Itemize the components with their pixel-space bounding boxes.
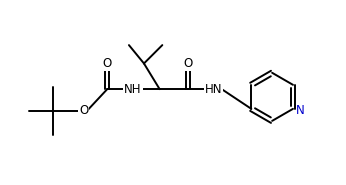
Text: O: O xyxy=(183,57,193,70)
Text: HN: HN xyxy=(205,83,222,96)
Text: N: N xyxy=(295,104,304,117)
Text: O: O xyxy=(79,104,89,117)
Text: O: O xyxy=(103,57,112,70)
Text: NH: NH xyxy=(124,83,142,96)
